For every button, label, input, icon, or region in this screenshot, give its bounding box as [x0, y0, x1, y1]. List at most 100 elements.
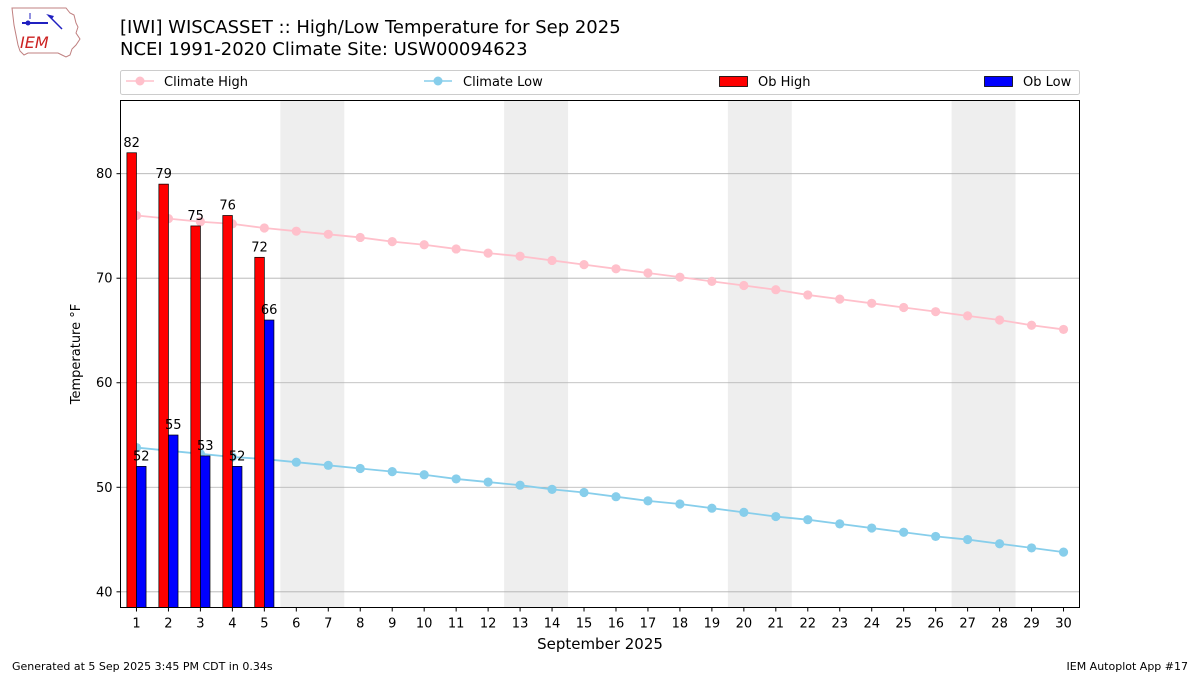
- climate-low-point: [611, 492, 621, 502]
- ob-low-bar: [200, 455, 211, 608]
- climate-low-point: [867, 523, 877, 533]
- climate-low-point: [1026, 543, 1037, 553]
- ob-low-value-label: 53: [197, 439, 214, 454]
- x-tick-label: 3: [196, 617, 204, 632]
- x-tick-label: 6: [292, 617, 300, 632]
- climate-low-point: [515, 480, 525, 490]
- logo-text: IEM: [20, 33, 49, 52]
- x-tick-label: 2: [164, 617, 172, 632]
- legend-ob-low: Ob Low: [984, 75, 1072, 90]
- climate-low-point: [963, 534, 973, 545]
- climate-low-point: [355, 463, 365, 474]
- climate-high-point: [675, 272, 685, 282]
- x-tick-label: 20: [736, 617, 753, 632]
- ob-low-bar: [264, 319, 275, 608]
- title-line-1: [IWI] WISCASSET :: High/Low Temperature …: [120, 17, 621, 38]
- legend-ob-high-swatch: [719, 76, 748, 87]
- x-tick-label: 13: [512, 617, 529, 632]
- x-tick-label: 25: [895, 617, 912, 632]
- plot-frame: [120, 100, 1080, 608]
- ob-high-value-label: 72: [251, 240, 268, 255]
- app-note: IEM Autoplot App #17: [1066, 660, 1189, 673]
- climate-high-point: [771, 285, 781, 295]
- ob-low-value-label: 52: [133, 449, 150, 464]
- x-tick-label: 14: [544, 617, 561, 632]
- ob-low-value-label: 55: [165, 418, 182, 433]
- legend-ob-low-label: Ob Low: [1023, 75, 1072, 90]
- climate-high-point: [963, 311, 973, 321]
- climate-high-point: [867, 298, 877, 308]
- climate-low-point: [675, 499, 685, 509]
- climate-high-point: [579, 260, 589, 270]
- legend-climate-high: Climate High: [126, 75, 248, 90]
- generated-note: Generated at 5 Sep 2025 3:45 PM CDT in 0…: [12, 660, 273, 673]
- weekend-band: [951, 100, 1016, 608]
- climate-high-point: [547, 255, 557, 266]
- x-tick-label: 4: [228, 617, 236, 632]
- ob-high-value-label: 75: [187, 209, 204, 224]
- climate-high-point: [195, 217, 206, 227]
- climate-low-point: [803, 515, 813, 525]
- climate-high-line: [136, 214, 1064, 331]
- climate-high-point: [611, 264, 621, 274]
- climate-low-point: [387, 467, 397, 477]
- climate-low-point: [994, 539, 1005, 549]
- legend-climate-low-marker: [433, 76, 443, 86]
- ob-high-value-label: 79: [155, 167, 172, 182]
- chart-title: [IWI] WISCASSET :: High/Low Temperature …: [120, 17, 621, 61]
- observed-bars: [126, 152, 275, 608]
- x-tick-label: 9: [388, 617, 396, 632]
- title-line-2: NCEI 1991-2020 Climate Site: USW00094623: [120, 39, 528, 60]
- x-tick-label: 17: [640, 617, 657, 632]
- x-tick-label: 30: [1055, 617, 1072, 632]
- climate-low-point: [483, 477, 493, 487]
- ob-low-value-label: 66: [261, 303, 278, 318]
- x-tick-label: 16: [608, 617, 625, 632]
- ob-low-bar: [136, 466, 147, 608]
- x-tick-label: 1: [132, 617, 140, 632]
- climate-low-point: [739, 507, 749, 517]
- climate-high-point: [835, 294, 845, 304]
- x-tick-label: 11: [448, 617, 465, 632]
- climate-high-point: [355, 232, 365, 243]
- legend-climate-high-label: Climate High: [164, 75, 248, 90]
- climate-low-point: [547, 484, 557, 494]
- climate-low-point: [451, 474, 461, 484]
- y-axis: 40 50 60 70 80: [96, 167, 121, 600]
- x-axis-label: September 2025: [537, 635, 663, 653]
- climate-high-point: [323, 229, 333, 239]
- climate-high-point: [515, 251, 525, 261]
- weekend-band: [504, 100, 569, 608]
- climate-low-point: [323, 460, 333, 470]
- climate-high-point: [1026, 320, 1037, 330]
- ob-high-value-label: 76: [219, 198, 236, 213]
- climate-low-point: [835, 519, 845, 529]
- climate-low-point: [1058, 547, 1069, 557]
- x-tick-label: 23: [831, 617, 848, 632]
- climate-lines: [131, 210, 1069, 557]
- ob-high-value-label: 82: [123, 136, 140, 151]
- weekend-band: [727, 100, 792, 608]
- climate-high-point: [259, 223, 269, 233]
- climate-high-point: [387, 237, 397, 247]
- climate-high-point: [739, 280, 749, 291]
- climate-low-point: [643, 496, 653, 506]
- x-tick-label: 19: [704, 617, 721, 632]
- y-tick-label: 40: [96, 585, 113, 600]
- climate-high-point: [899, 302, 909, 313]
- x-tick-label: 5: [260, 617, 268, 632]
- ob-low-bar: [232, 466, 243, 608]
- x-axis: 1 2 3 4 5 6 7 8 9 10 11 12 13 14 15 16 17 18 19 20 21 22 23 24 2…: [132, 607, 1072, 632]
- bar-labels: 82 79 75 76 72 52 55 53 52 66: [123, 136, 277, 465]
- climate-high-point: [707, 276, 717, 286]
- weekend-bands: [280, 100, 1016, 608]
- legend-ob-high-label: Ob High: [758, 75, 811, 90]
- climate-high-point: [291, 226, 301, 236]
- y-tick-label: 60: [96, 376, 113, 391]
- x-tick-label: 10: [416, 617, 433, 632]
- ob-high-bar: [190, 225, 201, 608]
- x-tick-label: 15: [576, 617, 593, 632]
- y-tick-label: 70: [96, 272, 113, 287]
- climate-high-point: [1058, 324, 1069, 335]
